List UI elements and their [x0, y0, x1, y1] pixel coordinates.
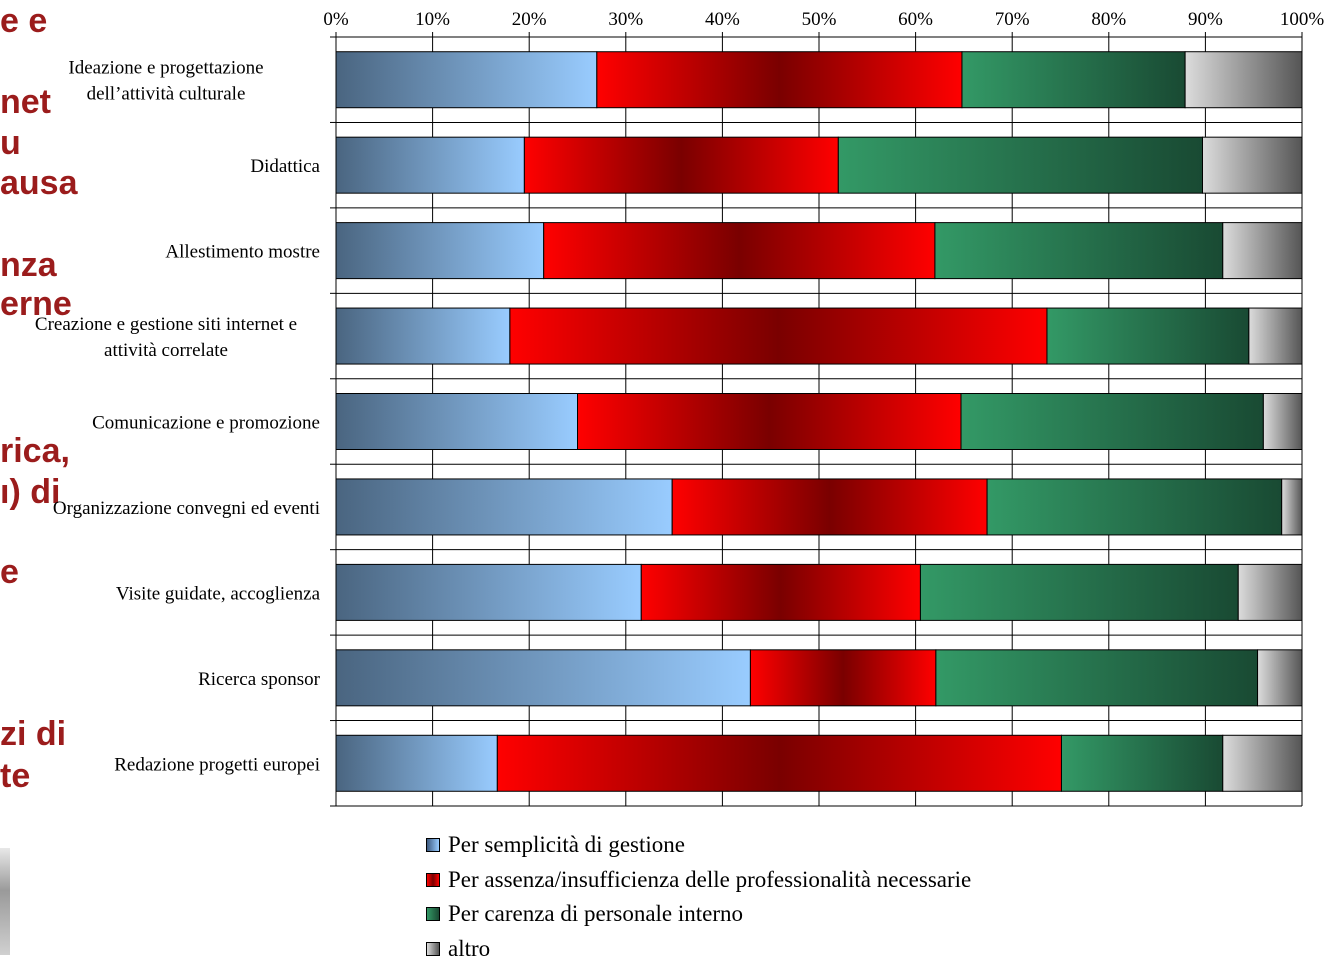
- x-tick-label: 20%: [512, 9, 547, 30]
- bars: [336, 52, 1302, 792]
- category-label: Redazione progetti europei: [114, 754, 320, 775]
- bar-segment: [935, 223, 1223, 279]
- bar-segment: [1263, 394, 1302, 450]
- x-tick-label: 90%: [1188, 9, 1223, 30]
- bar-segment: [1282, 479, 1302, 535]
- category-label: Organizzazione convegni ed eventi: [53, 498, 320, 519]
- x-tick-label: 50%: [802, 9, 837, 30]
- bar-segment: [1185, 52, 1302, 108]
- bar-segment: [336, 479, 672, 535]
- x-tick-label: 0%: [323, 9, 349, 30]
- bar-segment: [672, 479, 987, 535]
- background-photo-fragment: [0, 848, 10, 955]
- x-tick-label: 80%: [1091, 9, 1126, 30]
- x-tick-label: 30%: [608, 9, 643, 30]
- legend-label: altro: [448, 936, 490, 962]
- legend-swatch: [426, 873, 440, 887]
- category-label: Ricerca sponsor: [198, 669, 321, 690]
- legend-swatch: [426, 942, 440, 956]
- bar-segment: [920, 564, 1238, 620]
- bar-segment: [961, 394, 1263, 450]
- category-label: Visite guidate, accoglienza: [116, 583, 321, 604]
- legend-label: Per semplicità di gestione: [448, 832, 685, 858]
- bar-segment: [578, 394, 962, 450]
- legend-item: Per semplicità di gestione: [426, 828, 971, 863]
- bar-segment: [510, 308, 1047, 364]
- bar-segment: [1061, 735, 1222, 791]
- legend-item: Per carenza di personale interno: [426, 897, 971, 932]
- bar-segment: [497, 735, 1061, 791]
- bar-segment: [1258, 650, 1302, 706]
- bar-segment: [936, 650, 1258, 706]
- legend: Per semplicità di gestione Per assenza/i…: [426, 828, 971, 966]
- x-tick-label: 60%: [898, 9, 933, 30]
- legend-item: Per assenza/insufficienza delle professi…: [426, 863, 971, 898]
- bar-segment: [750, 650, 935, 706]
- bar-segment: [336, 52, 597, 108]
- legend-swatch: [426, 838, 440, 852]
- category-label: Allestimento mostre: [165, 242, 320, 263]
- legend-item: altro: [426, 932, 971, 966]
- legend-label: Per carenza di personale interno: [448, 901, 743, 927]
- bar-segment: [544, 223, 935, 279]
- bar-segment: [336, 564, 641, 620]
- bar-segment: [1203, 137, 1302, 193]
- bar-segment: [641, 564, 920, 620]
- bar-segment: [336, 394, 578, 450]
- legend-swatch: [426, 907, 440, 921]
- category-label: Ideazione e progettazione: [68, 58, 263, 79]
- bar-segment: [597, 52, 962, 108]
- category-label: Creazione e gestione siti internet e: [35, 314, 297, 335]
- bar-segment: [1223, 735, 1302, 791]
- category-label: Comunicazione e promozione: [92, 413, 320, 434]
- bar-segment: [962, 52, 1185, 108]
- stacked-bar-chart: 0% 10% 20% 30% 40% 50% 60% 70% 80% 90% 100% Ideazio…: [0, 0, 1338, 820]
- bar-segment: [336, 137, 524, 193]
- category-label: Didattica: [250, 156, 320, 177]
- bar-segment: [336, 308, 510, 364]
- x-tick-label: 70%: [995, 9, 1030, 30]
- bar-segment: [987, 479, 1282, 535]
- bar-segment: [336, 650, 750, 706]
- x-tick-label: 100%: [1280, 9, 1325, 30]
- bar-segment: [1047, 308, 1249, 364]
- x-tick-label: 10%: [415, 9, 450, 30]
- category-label: attività correlate: [104, 340, 228, 361]
- bar-segment: [1223, 223, 1302, 279]
- bar-segment: [838, 137, 1202, 193]
- bar-segment: [336, 735, 497, 791]
- x-tick-label: 40%: [705, 9, 740, 30]
- legend-label: Per assenza/insufficienza delle professi…: [448, 867, 971, 893]
- bar-segment: [1238, 564, 1302, 620]
- bar-segment: [336, 223, 544, 279]
- bar-segment: [524, 137, 838, 193]
- category-label: dell’attività culturale: [87, 84, 246, 105]
- bar-segment: [1249, 308, 1302, 364]
